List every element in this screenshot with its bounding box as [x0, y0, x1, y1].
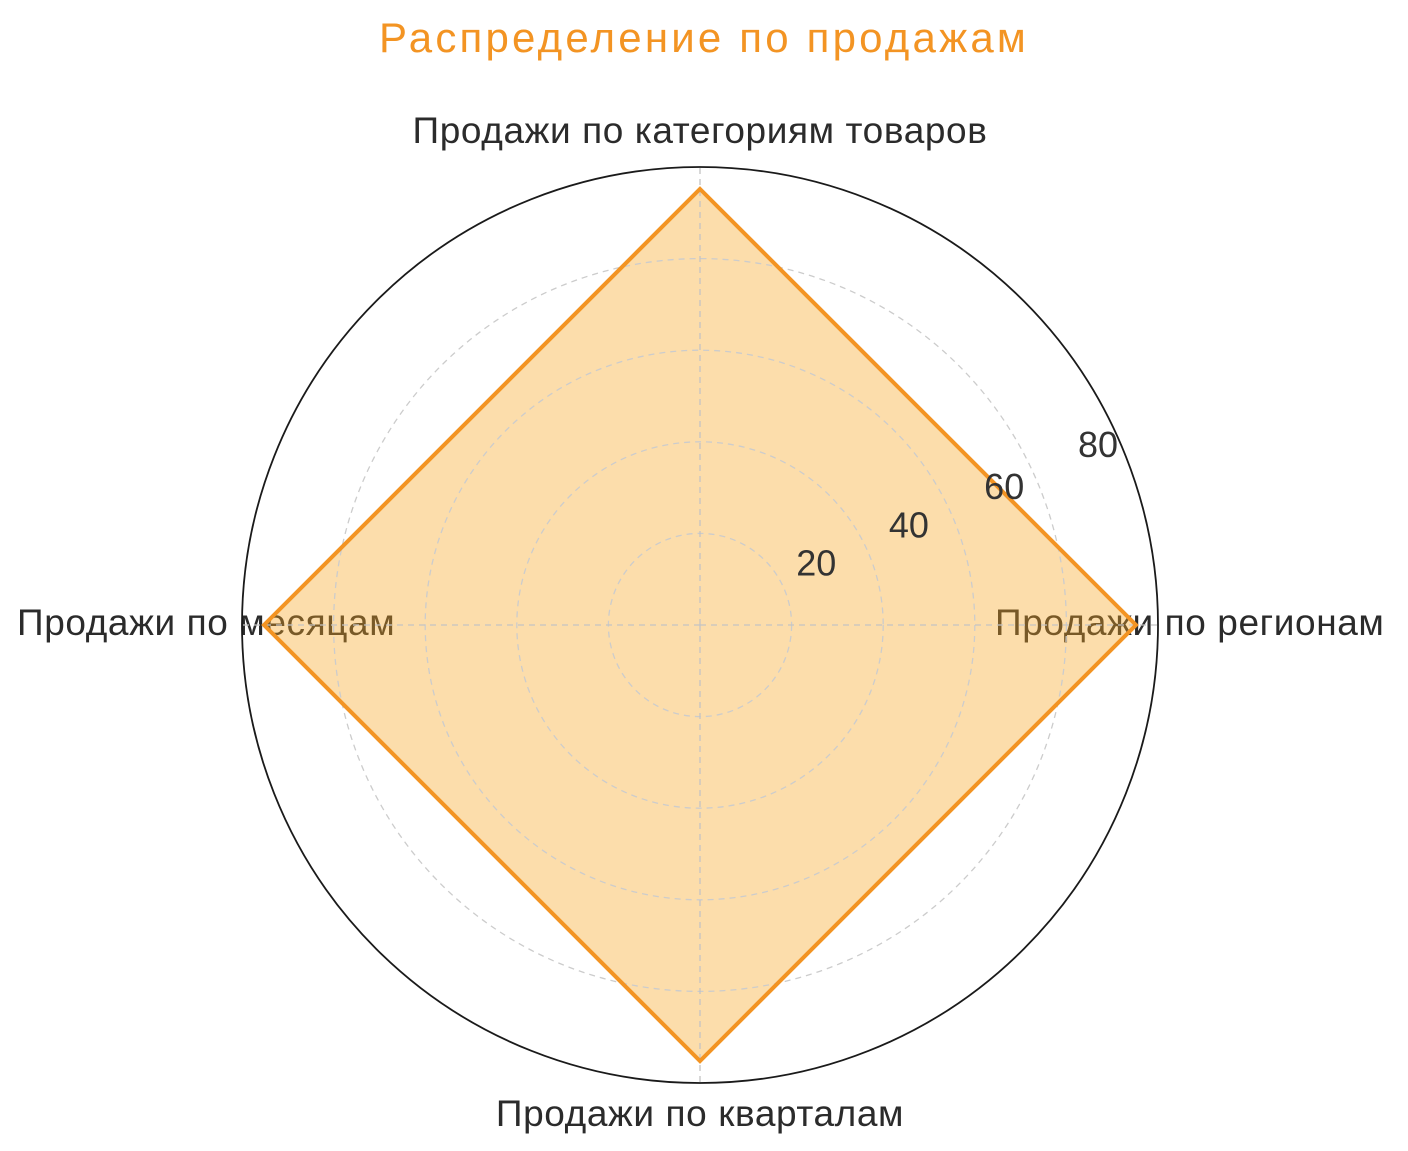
svg-text:20: 20 [796, 543, 836, 584]
svg-text:80: 80 [1078, 424, 1118, 465]
svg-text:60: 60 [984, 466, 1024, 507]
svg-text:40: 40 [889, 505, 929, 546]
